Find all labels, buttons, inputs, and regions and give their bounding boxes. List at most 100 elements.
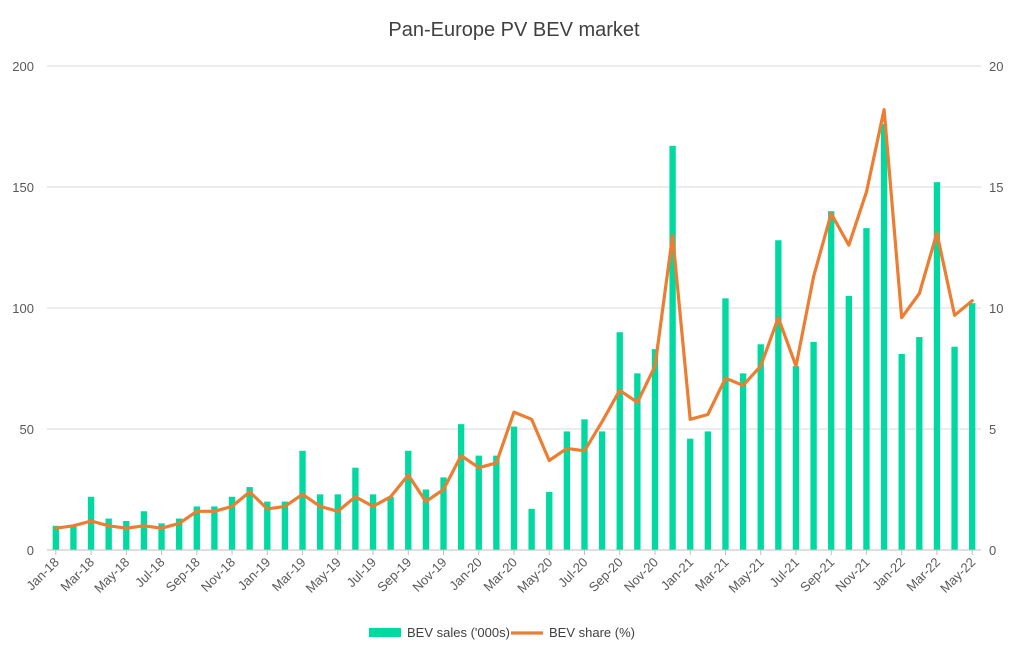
bar [510, 426, 518, 550]
x-tick-label: Mar-18 [57, 555, 97, 595]
legend-label-line: BEV share (%) [549, 625, 635, 640]
line-series [54, 107, 974, 530]
x-tick-label: May-21 [726, 555, 767, 596]
bar [563, 431, 571, 550]
x-tick-label: Mar-22 [903, 555, 943, 595]
x-tick-label: Jan-20 [446, 555, 485, 594]
bar [880, 124, 888, 550]
x-tick-label: Sep-21 [797, 555, 837, 595]
bar [651, 349, 659, 550]
x-tick-label: Jan-21 [658, 555, 697, 594]
y-axis-right-ticks: 0 5 10 15 20 [989, 59, 1003, 558]
bar [70, 525, 77, 550]
y-right-tick-label: 20 [989, 59, 1003, 74]
x-tick-label: Sep-20 [586, 555, 626, 595]
bar [193, 506, 200, 550]
bar [739, 373, 747, 550]
bar [299, 450, 306, 550]
x-tick-label: Jan-18 [23, 555, 62, 594]
bar [687, 438, 694, 550]
bar [810, 341, 817, 550]
x-tick-label: May-22 [937, 555, 978, 596]
bar [211, 506, 218, 550]
x-tick-label: May-20 [514, 555, 555, 596]
x-tick-label: Nov-20 [621, 555, 661, 595]
bar [440, 477, 447, 550]
bar [475, 455, 482, 550]
legend: BEV sales ('000s) BEV share (%) [369, 625, 635, 640]
y-left-tick-label: 100 [12, 301, 34, 316]
bar [405, 450, 412, 550]
x-tick-label: Nov-19 [409, 555, 449, 595]
x-tick-label: Sep-18 [163, 555, 203, 595]
x-tick-label: Jan-19 [235, 555, 274, 594]
bar [704, 431, 712, 550]
bar [775, 240, 782, 551]
bar [581, 419, 588, 550]
legend-swatch-bar [369, 628, 401, 637]
bar [352, 467, 359, 550]
x-tick-label: Nov-18 [198, 555, 238, 595]
legend-label-bar: BEV sales ('000s) [407, 625, 510, 640]
y-left-tick-label: 50 [20, 422, 34, 437]
y-right-tick-label: 10 [989, 301, 1003, 316]
chart-title: Pan-Europe PV BEV market [388, 19, 640, 41]
bar [281, 501, 289, 550]
x-tick-label: May-18 [91, 555, 132, 596]
bar [422, 489, 430, 550]
bar [246, 487, 253, 550]
bar [158, 523, 165, 550]
x-tick-label: Jan-22 [869, 555, 908, 594]
bar [123, 520, 130, 550]
bar [828, 211, 835, 550]
y-left-tick-label: 150 [12, 180, 34, 195]
bar [845, 295, 853, 550]
bar [951, 346, 958, 550]
x-tick-label: Mar-20 [480, 555, 520, 595]
bar [598, 431, 606, 550]
gridlines [47, 65, 981, 430]
bar [175, 518, 183, 550]
bar [792, 366, 800, 550]
x-tick-label: May-19 [303, 555, 344, 596]
bar [669, 145, 676, 551]
x-tick-label: Sep-19 [374, 555, 414, 595]
bar [863, 228, 870, 550]
bar [369, 494, 377, 550]
bar [916, 337, 923, 550]
x-tick-label: Mar-21 [692, 555, 732, 595]
bar [933, 182, 941, 550]
y-right-tick-label: 0 [989, 543, 996, 558]
x-tick-label: Nov-21 [832, 555, 872, 595]
bars-series [52, 124, 976, 551]
bar [334, 494, 341, 550]
bar [898, 353, 905, 550]
bar [757, 344, 764, 550]
bar [457, 424, 465, 550]
bar [616, 332, 623, 550]
y-right-tick-label: 15 [989, 180, 1003, 195]
bar [969, 303, 976, 550]
bar [264, 501, 271, 550]
bar [52, 525, 59, 550]
y-right-tick-label: 5 [989, 422, 996, 437]
x-tick-label: Mar-19 [269, 555, 309, 595]
bar [634, 373, 641, 550]
bar [387, 496, 394, 550]
y-left-tick-label: 0 [27, 543, 34, 558]
bar [316, 494, 324, 550]
bar [722, 298, 729, 550]
bar [140, 511, 148, 550]
bar [228, 496, 236, 550]
bar [105, 518, 112, 550]
y-axis-left-ticks: 0 50 100 150 200 [12, 59, 34, 558]
share-line [54, 107, 974, 530]
bar [87, 496, 95, 550]
y-left-tick-label: 200 [12, 59, 34, 74]
bar [493, 455, 500, 550]
bar [528, 508, 535, 550]
bar [546, 491, 553, 550]
